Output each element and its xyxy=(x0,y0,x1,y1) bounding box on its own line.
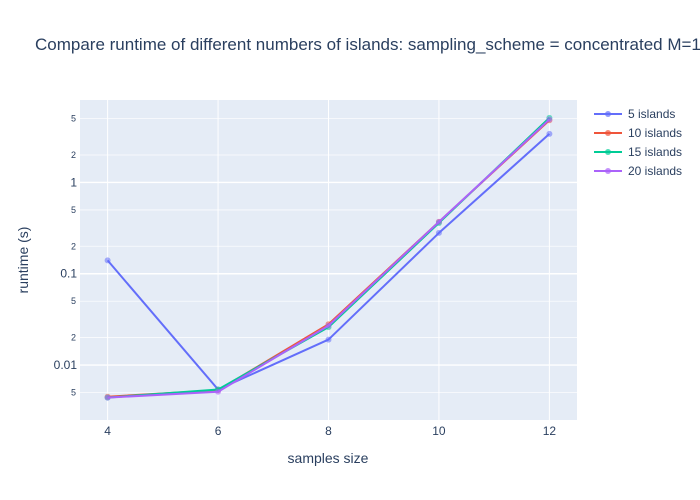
series-20-islands xyxy=(104,116,553,401)
y-minor-tick-label: 5 xyxy=(71,296,76,306)
data-point xyxy=(435,229,442,236)
data-point xyxy=(325,336,332,343)
legend-item[interactable]: 20 islands xyxy=(594,164,682,178)
legend-item[interactable]: 5 islands xyxy=(594,107,675,121)
data-point xyxy=(215,388,222,395)
y-minor-tick-label: 5 xyxy=(71,205,76,215)
y-axis-ticks: 0.01 0.1 1 5 2 5 2 5 2 5 xyxy=(54,114,78,398)
legend-swatch-marker xyxy=(605,111,611,117)
chart-title: Compare runtime of different numbers of … xyxy=(35,35,700,54)
x-tick-label: 6 xyxy=(215,424,222,438)
legend-label: 10 islands xyxy=(628,126,682,140)
data-point xyxy=(325,322,332,329)
y-axis-title: runtime (s) xyxy=(15,227,31,294)
legend-label: 15 islands xyxy=(628,145,682,159)
legend-item[interactable]: 15 islands xyxy=(594,145,682,159)
data-point xyxy=(546,116,553,123)
x-axis-title: samples size xyxy=(288,450,369,466)
x-axis-ticks: 4 6 8 10 12 xyxy=(104,424,556,438)
data-point xyxy=(435,218,442,225)
legend-swatch-marker xyxy=(605,130,611,136)
legend-swatch-marker xyxy=(605,149,611,155)
x-tick-label: 4 xyxy=(104,424,111,438)
y-minor-tick-label: 5 xyxy=(71,388,76,398)
legend-swatch-marker xyxy=(605,168,611,174)
y-minor-tick-label: 2 xyxy=(71,333,76,343)
data-point xyxy=(104,394,111,401)
y-major-tick-label: 0.01 xyxy=(54,358,78,372)
legend-label: 5 islands xyxy=(628,107,675,121)
legend[interactable]: 5 islands 10 islands 15 islands 20 islands xyxy=(594,107,682,178)
legend-label: 20 islands xyxy=(628,164,682,178)
y-major-tick-label: 0.1 xyxy=(60,267,77,281)
x-tick-label: 10 xyxy=(432,424,446,438)
x-tick-label: 8 xyxy=(325,424,332,438)
series-lines xyxy=(104,114,553,401)
data-point xyxy=(104,257,111,264)
y-minor-tick-label: 2 xyxy=(71,241,76,251)
y-minor-tick-label: 2 xyxy=(71,150,76,160)
y-minor-tick-label: 5 xyxy=(71,114,76,124)
legend-item[interactable]: 10 islands xyxy=(594,126,682,140)
x-tick-label: 12 xyxy=(543,424,557,438)
y-major-tick-label: 1 xyxy=(70,175,77,189)
data-point xyxy=(546,130,553,137)
